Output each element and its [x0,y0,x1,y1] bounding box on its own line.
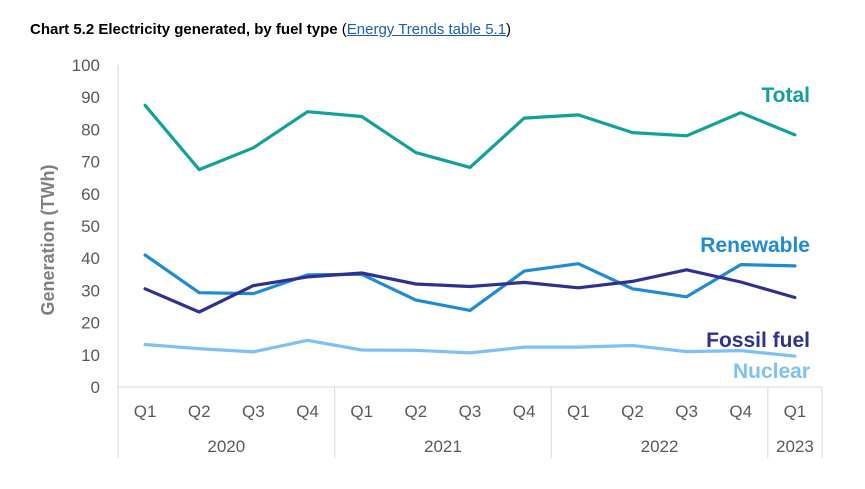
y-tick-label: 100 [72,56,100,75]
y-tick-label: 90 [81,88,100,107]
x-tick-label: Q2 [405,402,428,421]
series-label-total: Total [761,84,810,107]
x-tick-label: Q1 [134,402,157,421]
x-tick-label: Q2 [621,402,644,421]
series-line-fossil-fuel [143,268,797,314]
y-tick-label: 50 [81,217,100,236]
series-line-nuclear [143,338,797,358]
energy-trends-link[interactable]: Energy Trends table 5.1 [346,21,507,38]
y-tick-label: 10 [81,346,100,365]
y-tick-label: 30 [81,281,100,300]
year-label: 2021 [424,437,462,456]
series-label-nuclear: Nuclear [733,360,810,383]
year-label: 2020 [207,437,245,456]
y-tick-label: 80 [81,120,100,139]
y-tick-label: 70 [81,153,100,172]
series-label-fossil-fuel: Fossil fuel [706,329,810,352]
x-tick-label: Q2 [188,402,211,421]
title-paren-open: ( [341,21,347,38]
y-tick-label: 60 [81,185,100,204]
y-tick-label: 40 [81,249,100,268]
year-label: 2022 [641,437,679,456]
series-label-renewable: Renewable [700,234,810,257]
x-tick-label: Q1 [350,402,373,421]
series-line-total [143,103,797,172]
series-line-renewable [143,253,797,312]
y-tick-label: 20 [81,314,100,333]
x-tick-label: Q4 [296,402,319,421]
year-label: 2023 [776,437,814,456]
x-tick-label: Q3 [242,402,265,421]
x-tick-label: Q4 [729,402,752,421]
chart-title-text: Chart 5.2 Electricity generated, by fuel… [30,21,338,38]
title-paren-close: ) [506,21,512,38]
x-tick-label: Q3 [675,402,698,421]
y-axis-label: Generation (TWh) [38,165,58,316]
x-tick-label: Q1 [567,402,590,421]
y-tick-label: 0 [91,378,100,397]
chart-title: Chart 5.2 Electricity generated, by fuel… [30,21,511,38]
x-tick-label: Q4 [513,402,536,421]
x-tick-label: Q3 [459,402,482,421]
x-tick-label: Q1 [784,402,807,421]
